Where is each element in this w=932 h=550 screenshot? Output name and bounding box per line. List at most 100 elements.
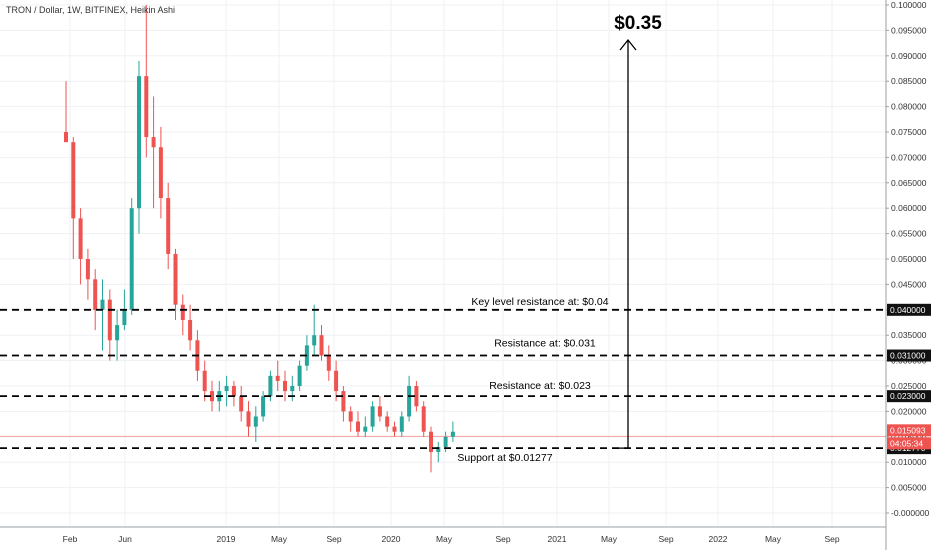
y-tick-label: 0.075000 bbox=[891, 127, 927, 137]
candle-body bbox=[283, 380, 287, 392]
y-tick-label: 0.015000 bbox=[891, 432, 927, 442]
candle-body bbox=[334, 370, 339, 392]
candle-body bbox=[137, 76, 141, 209]
x-tick-label: Sep bbox=[824, 534, 839, 544]
y-tick-label: 0.050000 bbox=[891, 254, 927, 264]
level-label: Support at $0.01277 bbox=[457, 452, 552, 464]
x-tick-label: Sep bbox=[495, 534, 510, 544]
candle-body bbox=[144, 76, 149, 138]
candle-body bbox=[107, 299, 112, 341]
candle-body bbox=[450, 431, 455, 437]
y-tick-label: 0.085000 bbox=[891, 76, 927, 86]
y-tick-label: 0.065000 bbox=[891, 178, 927, 188]
candle-body bbox=[421, 406, 426, 432]
candle-body bbox=[326, 355, 331, 371]
x-tick-label: Feb bbox=[63, 534, 78, 544]
price-tag-bg bbox=[887, 424, 931, 437]
x-tick-label: Jun bbox=[118, 534, 132, 544]
candle-body bbox=[173, 253, 178, 305]
candle-body bbox=[78, 218, 83, 259]
y-tick-label: 0.070000 bbox=[891, 152, 927, 162]
level-label: Resistance at: $0.031 bbox=[494, 338, 596, 350]
x-tick-label: Sep bbox=[658, 534, 673, 544]
y-tick-label: 0.010000 bbox=[891, 457, 927, 467]
price-tags: 0.0400000.0310000.0230000.0127700.015093… bbox=[887, 303, 931, 455]
candle-body bbox=[93, 279, 98, 310]
candle-body bbox=[297, 365, 302, 386]
price-tag-bg bbox=[887, 349, 931, 362]
chart-title: TRON / Dollar, 1W, BITFINEX, Heikin Ashi bbox=[6, 5, 175, 15]
candle-body bbox=[64, 132, 68, 143]
price-tag-bg bbox=[887, 437, 931, 450]
target-label: $0.35 bbox=[614, 13, 662, 34]
candle-body bbox=[129, 208, 134, 310]
x-tick-label: May bbox=[765, 534, 782, 544]
price-tag-bg bbox=[887, 303, 931, 316]
candle-body bbox=[312, 335, 317, 346]
candle-body bbox=[290, 386, 295, 392]
candle-body bbox=[341, 391, 346, 412]
candle-body bbox=[429, 431, 433, 453]
x-tick-label: Sep bbox=[326, 534, 341, 544]
candle-body bbox=[100, 299, 105, 310]
candle-body bbox=[443, 436, 448, 447]
candle-body bbox=[166, 198, 171, 254]
levels: Key level resistance at: $0.04 Resistance… bbox=[0, 296, 886, 464]
candle-body bbox=[122, 309, 127, 326]
y-tick-label: 0.060000 bbox=[891, 203, 927, 213]
price-tag-label: 04:05:34 bbox=[890, 438, 923, 448]
price-tag-bg bbox=[887, 390, 931, 403]
candle-body bbox=[202, 370, 207, 392]
target-arrow bbox=[616, 38, 637, 449]
y-axis[interactable]: 0.100000 0.095000 0.090000 0.085000 0.080000… bbox=[885, 0, 930, 550]
candle-body bbox=[253, 416, 258, 427]
candle-body bbox=[158, 147, 163, 199]
candle-body bbox=[210, 391, 214, 402]
price-tag-label: 0.040000 bbox=[890, 305, 926, 315]
candle-body bbox=[224, 386, 229, 392]
x-tick-label: 2019 bbox=[217, 534, 236, 544]
candle-body bbox=[385, 416, 390, 427]
x-tick-label: May bbox=[601, 534, 618, 544]
candle-body bbox=[414, 386, 419, 407]
y-tick-label: 0.090000 bbox=[891, 51, 927, 61]
y-tick-label: -0.000000 bbox=[891, 508, 930, 518]
candle-body bbox=[356, 421, 360, 432]
candle-body bbox=[246, 411, 251, 427]
candle-body bbox=[399, 416, 404, 432]
y-tick-label: 0.055000 bbox=[891, 229, 927, 239]
y-tick-label: 0.025000 bbox=[891, 381, 927, 391]
candle-body bbox=[151, 137, 156, 148]
candle-body bbox=[239, 396, 244, 412]
candle-body bbox=[377, 406, 382, 417]
candle-body bbox=[71, 142, 76, 219]
x-axis[interactable]: Feb Jun 2019 May Sep 2020 May Sep 2021 May Sep 2022… bbox=[0, 526, 886, 544]
level-label: Key level resistance at: $0.04 bbox=[471, 296, 608, 308]
x-tick-label: 2021 bbox=[548, 534, 567, 544]
y-tick-label: 0.045000 bbox=[891, 279, 927, 289]
x-tick-label: 2020 bbox=[382, 534, 401, 544]
candle-body bbox=[275, 375, 280, 381]
level-label: Resistance at: $0.023 bbox=[489, 380, 591, 392]
y-tick-label: 0.005000 bbox=[891, 483, 927, 493]
price-tag-label: 0.031000 bbox=[890, 351, 926, 361]
candle-body bbox=[319, 335, 324, 356]
candle-body bbox=[436, 446, 441, 453]
price-tag-label: 0.023000 bbox=[890, 391, 926, 401]
y-tick-label: 0.100000 bbox=[891, 0, 927, 10]
candle-body bbox=[407, 386, 412, 417]
candle-body bbox=[85, 259, 90, 280]
y-tick-label: 0.020000 bbox=[891, 406, 927, 416]
candle-body bbox=[348, 411, 353, 422]
x-tick-label: May bbox=[271, 534, 288, 544]
candle-body bbox=[231, 386, 236, 397]
candle-body bbox=[115, 325, 120, 341]
y-tick-label: 0.095000 bbox=[891, 25, 927, 35]
y-tick-label: 0.035000 bbox=[891, 330, 927, 340]
candles bbox=[64, 5, 455, 473]
price-tag-label: 0.015093 bbox=[890, 425, 926, 435]
candle-body bbox=[370, 406, 375, 427]
candle-body bbox=[268, 375, 273, 397]
